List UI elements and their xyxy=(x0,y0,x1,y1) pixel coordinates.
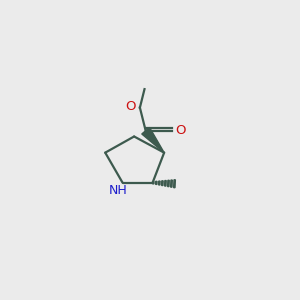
Text: O: O xyxy=(175,124,186,136)
Text: O: O xyxy=(125,100,136,113)
Polygon shape xyxy=(159,181,160,185)
Text: NH: NH xyxy=(109,184,127,197)
Polygon shape xyxy=(156,181,157,184)
Polygon shape xyxy=(174,180,176,188)
Polygon shape xyxy=(171,180,172,187)
Polygon shape xyxy=(162,181,163,185)
Polygon shape xyxy=(168,180,169,187)
Polygon shape xyxy=(152,182,154,184)
Polygon shape xyxy=(142,128,164,153)
Polygon shape xyxy=(165,181,166,186)
